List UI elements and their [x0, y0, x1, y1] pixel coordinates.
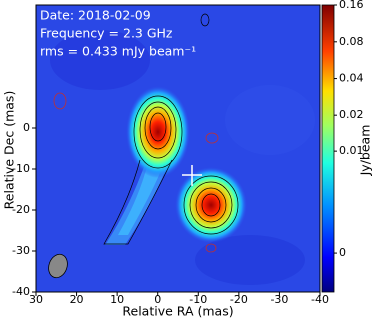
- x-tick-label: 30: [29, 293, 43, 306]
- x-tick-label: -40: [311, 293, 329, 306]
- colorbar-tick-label: 0.01: [339, 144, 364, 157]
- x-tick-label: 20: [70, 293, 84, 306]
- y-tick-label: -20: [12, 203, 30, 216]
- x-tick-label: 0: [154, 293, 161, 306]
- y-tick-label: -30: [12, 244, 30, 257]
- colorbar-tick-label: 0.08: [339, 35, 364, 48]
- y-tick-label: -40: [12, 285, 30, 298]
- colorbar-label: Jy/beam: [358, 125, 373, 177]
- x-axis-label: Relative RA (mas): [122, 304, 233, 319]
- image: [36, 5, 320, 292]
- colorbar-tick-label: 0.16: [339, 0, 364, 11]
- plot-frame: [35, 4, 321, 293]
- x-tick-label: -10: [189, 293, 207, 306]
- colorbar: [321, 4, 335, 293]
- annotation: rms = 0.433 mJy beam⁻¹: [40, 44, 196, 59]
- y-tick-label: -10: [12, 162, 30, 175]
- colorbar-tick-label: 0: [339, 246, 346, 259]
- colorbar-tick-label: 0.02: [339, 108, 364, 121]
- x-tick-label: 10: [110, 293, 124, 306]
- annotation: Date: 2018-02-09: [40, 8, 151, 23]
- annotation: Frequency = 2.3 GHz: [40, 26, 173, 41]
- x-tick-label: -20: [230, 293, 248, 306]
- colorbar-tick-label: 0.04: [339, 72, 364, 85]
- y-tick-label: 0: [23, 121, 30, 134]
- x-tick-label: -30: [270, 293, 288, 306]
- y-axis-label: Relative Dec (mas): [2, 91, 17, 210]
